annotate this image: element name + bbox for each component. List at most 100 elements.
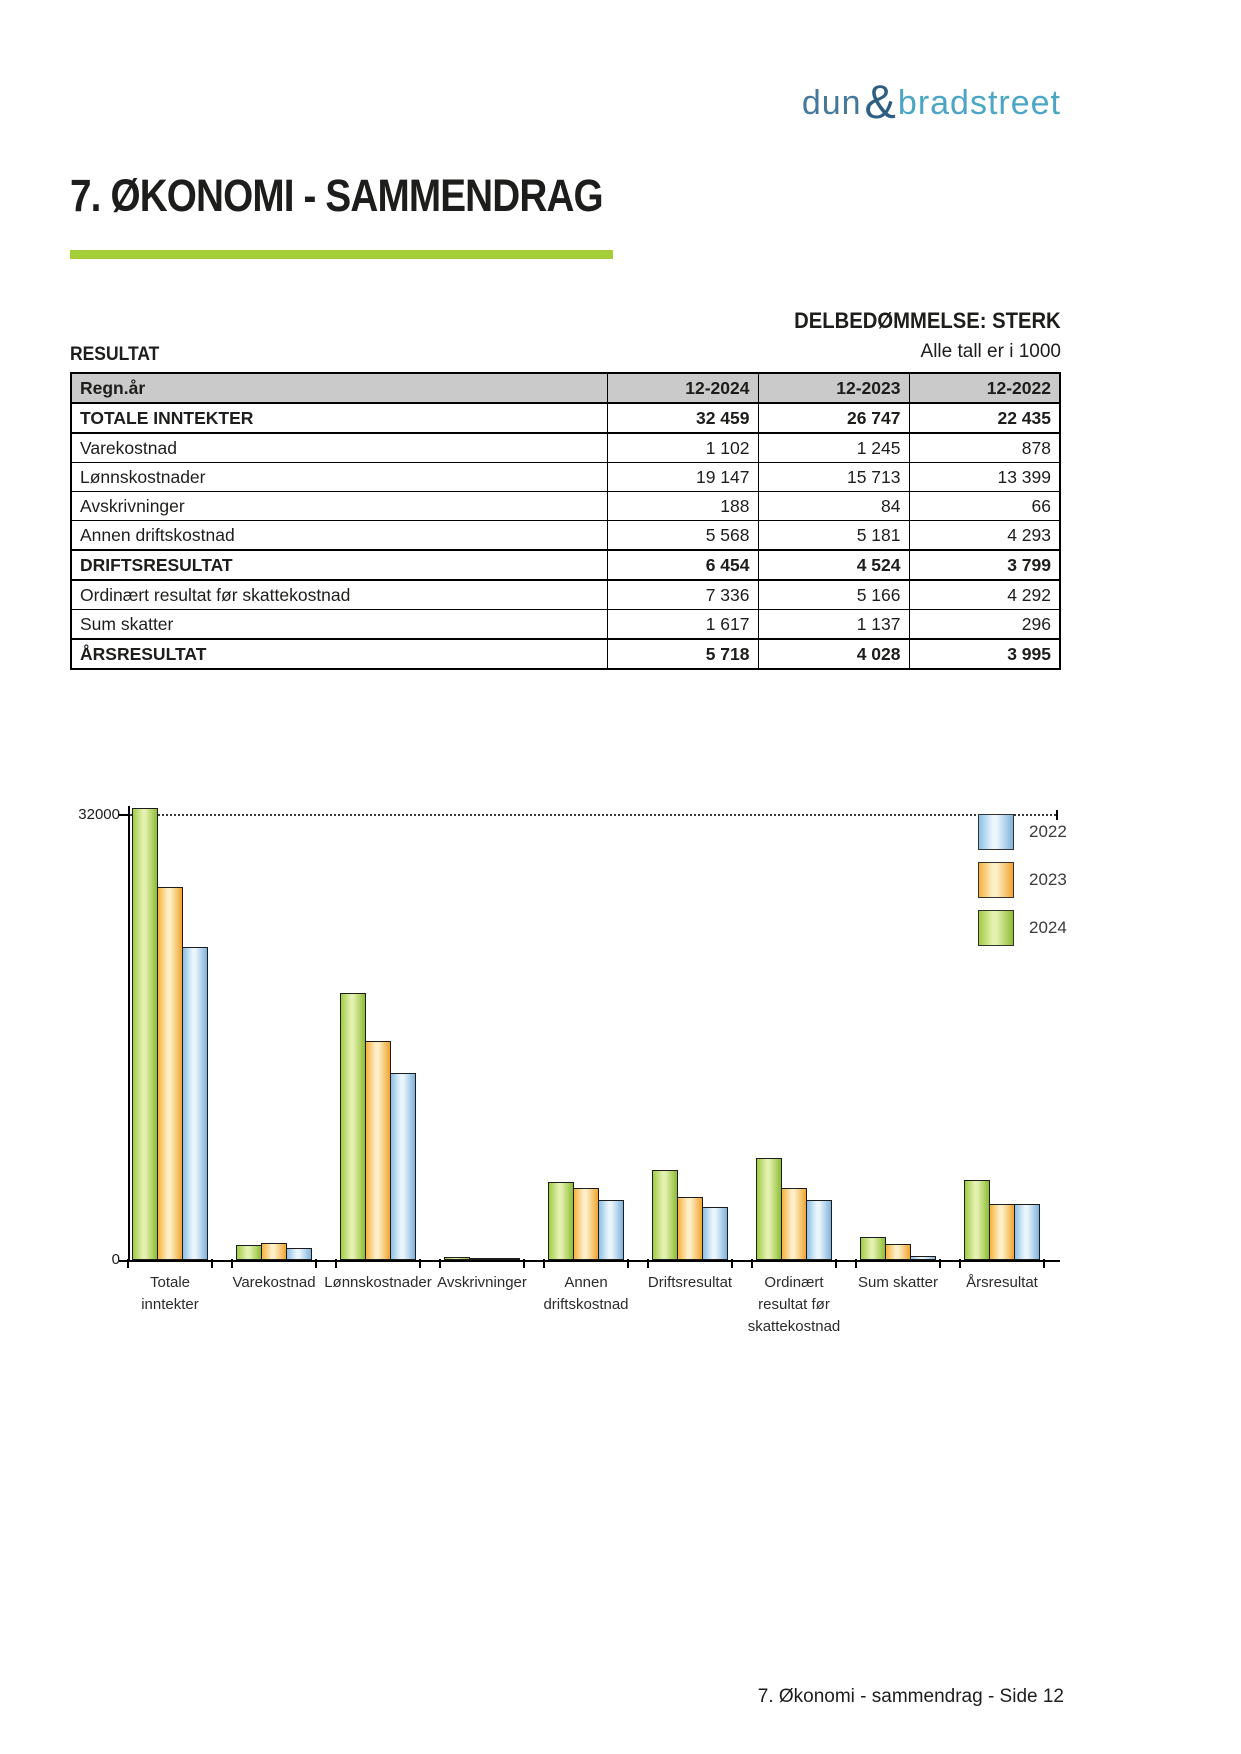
bar-2024 xyxy=(236,1245,262,1260)
bar-2022 xyxy=(286,1248,312,1260)
results-table: Regn.år 12-2024 12-2023 12-2022 TOTALE INNT… xyxy=(70,372,1061,670)
row-label: Lønnskostnader xyxy=(70,462,608,492)
row-label: Varekostnad xyxy=(70,432,608,463)
x-axis-group-tick xyxy=(419,1259,421,1268)
y-axis-tick-label-32000: 32000 xyxy=(78,806,120,823)
gridline-end-tick xyxy=(1056,810,1058,820)
table-row: Annen driftskostnad 5 568 5 181 4 293 xyxy=(70,520,1061,551)
y-axis-tick-32000 xyxy=(119,814,128,816)
row-value: 3 799 xyxy=(908,549,1061,581)
x-axis-category-label: Driftsresultat xyxy=(647,1274,733,1291)
row-value: 878 xyxy=(908,432,1061,463)
bar-2023 xyxy=(469,1258,495,1260)
row-value: 4 293 xyxy=(908,520,1061,551)
page-title: 7. ØKONOMI - SAMMENDRAG xyxy=(70,170,604,221)
row-label: Ordinært resultat før skattekostnad xyxy=(70,579,608,610)
legend-label: 2022 xyxy=(1029,822,1067,841)
table-row: ÅRSRESULTAT 5 718 4 028 3 995 xyxy=(70,638,1061,670)
bar-2022 xyxy=(390,1073,416,1260)
x-axis-category-label: Varekostnad xyxy=(232,1274,316,1291)
row-value: 1 617 xyxy=(606,609,759,640)
x-axis-category-label: Årsresultat xyxy=(966,1274,1038,1291)
row-label: DRIFTSRESULTAT xyxy=(70,549,608,581)
x-axis-group-tick xyxy=(855,1259,857,1268)
bar-2022 xyxy=(598,1200,624,1260)
bar-2024 xyxy=(132,808,158,1260)
legend-label: 2024 xyxy=(1029,918,1067,937)
row-value: 13 399 xyxy=(908,462,1061,492)
table-row: Ordinært resultat før skattekostnad 7 336… xyxy=(70,579,1061,610)
table-row: Sum skatter 1 617 1 137 296 xyxy=(70,609,1061,640)
row-label: Sum skatter xyxy=(70,609,608,640)
x-axis-group-tick xyxy=(647,1259,649,1268)
y-axis-tick-0 xyxy=(119,1260,128,1262)
legend-swatch-2024 xyxy=(978,910,1014,946)
row-value: 19 147 xyxy=(606,462,759,492)
legend-entry-2022: 2022 xyxy=(978,814,1067,850)
x-axis-group-tick xyxy=(939,1259,941,1268)
results-bar-chart: 32000 0 Totale inntekter Varekostnad Lønnsk… xyxy=(0,780,1241,1400)
units-note: Alle tall er i 1000 xyxy=(920,341,1061,362)
column-header: 12-2024 xyxy=(606,372,759,404)
row-value: 66 xyxy=(908,491,1061,521)
row-value: 3 995 xyxy=(908,638,1061,670)
x-axis-group-tick xyxy=(751,1259,753,1268)
x-axis xyxy=(128,1260,1060,1262)
row-label: ÅRSRESULTAT xyxy=(70,638,608,670)
bar-2024 xyxy=(860,1237,886,1260)
bar-2022 xyxy=(702,1207,728,1260)
row-value: 1 245 xyxy=(757,432,910,463)
table-row: Lønnskostnader 19 147 15 713 13 399 xyxy=(70,462,1061,492)
x-axis-group-tick xyxy=(627,1259,629,1268)
y-axis xyxy=(128,806,130,1261)
table-row: DRIFTSRESULTAT 6 454 4 524 3 799 xyxy=(70,549,1061,581)
row-value: 4 028 xyxy=(757,638,910,670)
legend-swatch-2023 xyxy=(978,862,1014,898)
bar-2024 xyxy=(756,1158,782,1260)
legend-entry-2023: 2023 xyxy=(978,862,1067,898)
gridline-32000 xyxy=(130,814,1056,816)
row-value: 1 102 xyxy=(606,432,759,463)
x-axis-category-label: Annen driftskostnad xyxy=(543,1274,629,1313)
bar-2022 xyxy=(182,947,208,1260)
bar-2023 xyxy=(781,1188,807,1260)
row-value: 4 292 xyxy=(908,579,1061,610)
table-row: Varekostnad 1 102 1 245 878 xyxy=(70,432,1061,463)
logo-text-dun: dun xyxy=(801,84,862,122)
legend-entry-2024: 2024 xyxy=(978,910,1067,946)
x-axis-group-tick xyxy=(523,1259,525,1268)
x-axis-group-tick xyxy=(231,1259,233,1268)
section-label-resultat: RESULTAT xyxy=(70,344,160,365)
table-row: TOTALE INNTEKTER 32 459 26 747 22 435 xyxy=(70,402,1061,434)
row-value: 26 747 xyxy=(757,402,910,434)
logo-text-bradstreet: bradstreet xyxy=(897,84,1061,122)
x-axis-group-tick xyxy=(127,1259,129,1268)
title-accent-rule xyxy=(70,250,613,259)
x-axis-group-tick xyxy=(335,1259,337,1268)
bar-2022 xyxy=(494,1258,520,1260)
row-value: 7 336 xyxy=(606,579,759,610)
x-axis-category-label: Ordinært resultat før skattekostnad xyxy=(747,1274,841,1335)
row-value: 5 166 xyxy=(757,579,910,610)
row-value: 84 xyxy=(757,491,910,521)
table-row: Avskrivninger 188 84 66 xyxy=(70,491,1061,521)
row-value: 32 459 xyxy=(606,402,759,434)
row-label: TOTALE INNTEKTER xyxy=(70,402,608,434)
results-table-body: TOTALE INNTEKTER 32 459 26 747 22 435 Vareko… xyxy=(70,402,1061,670)
row-value: 5 568 xyxy=(606,520,759,551)
bar-2023 xyxy=(261,1243,287,1260)
x-axis-group-tick xyxy=(1043,1259,1045,1268)
bar-2023 xyxy=(573,1188,599,1260)
x-axis-group-tick xyxy=(211,1259,213,1268)
x-axis-group-tick xyxy=(731,1259,733,1268)
chart-legend: 2022 2023 2024 xyxy=(978,814,1067,958)
x-axis-group-tick xyxy=(439,1259,441,1268)
column-header: 12-2022 xyxy=(908,372,1061,404)
x-axis-category-label: Lønnskostnader xyxy=(324,1274,432,1291)
x-axis-category-label: Sum skatter xyxy=(857,1274,939,1291)
bar-2024 xyxy=(652,1170,678,1260)
bar-2024 xyxy=(964,1180,990,1260)
x-axis-group-tick xyxy=(315,1259,317,1268)
bar-2024 xyxy=(340,993,366,1260)
